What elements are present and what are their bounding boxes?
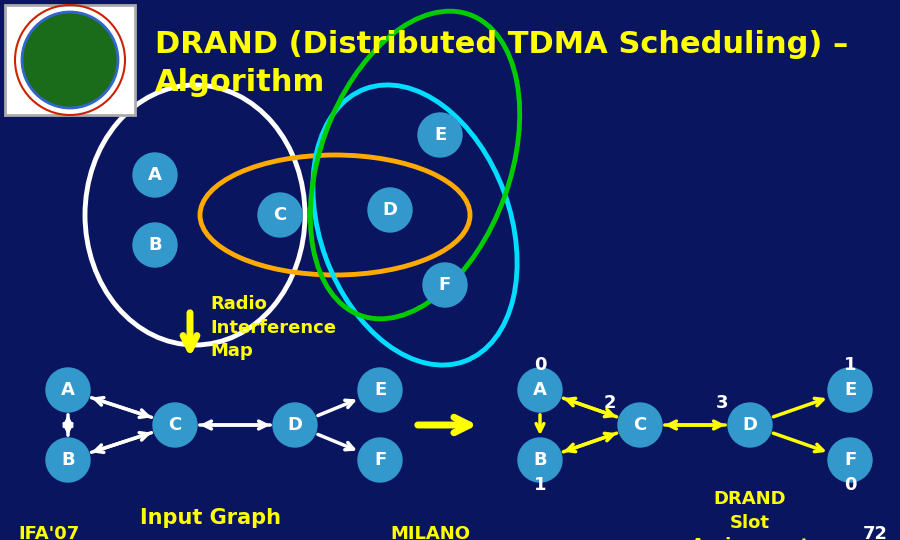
Text: E: E xyxy=(844,381,856,399)
Text: DRAND
Slot
Assignment: DRAND Slot Assignment xyxy=(690,490,810,540)
Circle shape xyxy=(618,403,662,447)
Text: 0: 0 xyxy=(844,476,856,494)
Text: C: C xyxy=(274,206,286,224)
Circle shape xyxy=(273,403,317,447)
Circle shape xyxy=(518,368,562,412)
Text: E: E xyxy=(434,126,446,144)
Text: 3: 3 xyxy=(716,394,728,412)
Circle shape xyxy=(418,113,462,157)
Circle shape xyxy=(423,263,467,307)
Circle shape xyxy=(46,368,90,412)
Text: B: B xyxy=(148,236,162,254)
Circle shape xyxy=(133,153,177,197)
Text: F: F xyxy=(439,276,451,294)
Text: 1: 1 xyxy=(534,476,546,494)
Circle shape xyxy=(828,368,872,412)
Circle shape xyxy=(153,403,197,447)
Text: A: A xyxy=(61,381,75,399)
Text: D: D xyxy=(382,201,398,219)
Text: 72: 72 xyxy=(862,525,887,540)
Text: 0: 0 xyxy=(534,356,546,374)
Circle shape xyxy=(133,223,177,267)
Text: MILANO: MILANO xyxy=(390,525,470,540)
Text: E: E xyxy=(374,381,386,399)
Text: D: D xyxy=(742,416,758,434)
Circle shape xyxy=(22,12,118,108)
Text: D: D xyxy=(287,416,302,434)
Text: 2: 2 xyxy=(604,394,617,412)
Text: IFA'07: IFA'07 xyxy=(18,525,79,540)
Circle shape xyxy=(368,188,412,232)
Text: F: F xyxy=(374,451,386,469)
Circle shape xyxy=(518,438,562,482)
Text: F: F xyxy=(844,451,856,469)
Bar xyxy=(5,5,135,115)
Circle shape xyxy=(46,438,90,482)
Circle shape xyxy=(258,193,302,237)
Text: B: B xyxy=(533,451,547,469)
Text: Algorithm: Algorithm xyxy=(155,68,325,97)
Text: C: C xyxy=(634,416,646,434)
Text: DRAND (Distributed TDMA Scheduling) –: DRAND (Distributed TDMA Scheduling) – xyxy=(155,30,848,59)
Text: A: A xyxy=(148,166,162,184)
Text: Radio
Interference
Map: Radio Interference Map xyxy=(210,295,336,360)
Circle shape xyxy=(728,403,772,447)
Circle shape xyxy=(828,438,872,482)
Text: C: C xyxy=(168,416,182,434)
Circle shape xyxy=(358,438,402,482)
Text: A: A xyxy=(533,381,547,399)
Circle shape xyxy=(358,368,402,412)
Text: Input Graph: Input Graph xyxy=(140,508,281,528)
Text: 1: 1 xyxy=(844,356,856,374)
Text: B: B xyxy=(61,451,75,469)
